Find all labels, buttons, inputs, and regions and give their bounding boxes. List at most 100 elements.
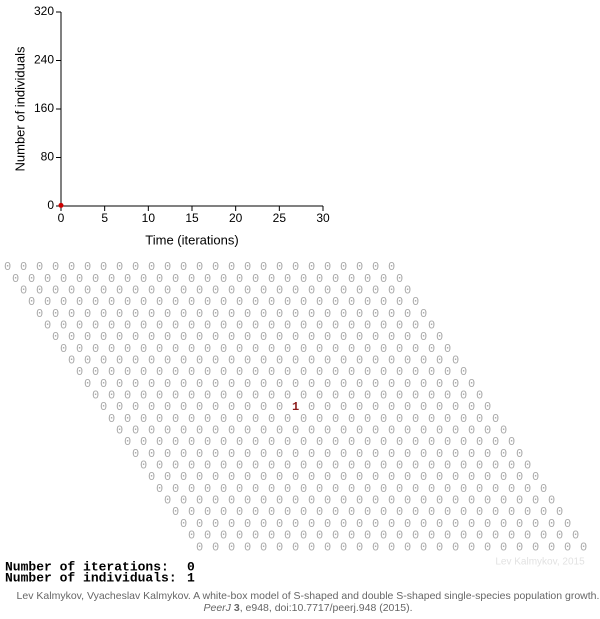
lattice-cell: 0 [324,400,331,414]
lattice-cell: 0 [508,505,515,519]
lattice-cell: 0 [484,470,491,484]
lattice-cell: 0 [356,284,363,298]
lattice-cell: 0 [372,400,379,414]
watermark: Lev Kalmykov, 2015 [495,557,585,568]
lattice-cell: 0 [292,540,299,554]
lattice-cell: 0 [156,365,163,379]
lattice-cell: 0 [468,517,475,531]
lattice-cell: 0 [124,435,131,449]
lattice-cell: 0 [348,459,355,473]
lattice-cell: 0 [364,435,371,449]
lattice-cell: 0 [124,319,131,333]
lattice-cell: 0 [300,272,307,286]
lattice-cell: 0 [324,424,331,438]
lattice-cell: 0 [252,365,259,379]
lattice-cell: 0 [244,307,251,321]
lattice-cell: 0 [356,494,363,508]
lattice-cell: 0 [372,377,379,391]
lattice-cell: 0 [348,295,355,309]
lattice-cell: 0 [420,470,427,484]
lattice-cell: 0 [556,529,563,543]
lattice-cell: 0 [260,400,267,414]
lattice-cell: 0 [372,447,379,461]
lattice-cell: 0 [36,260,43,274]
lattice-cell: 0 [180,330,187,344]
lattice-cell: 0 [124,272,131,286]
lattice-cell: 0 [460,412,467,426]
lattice-cell: 0 [396,319,403,333]
lattice-cell: 0 [292,494,299,508]
lattice-cell: 0 [316,365,323,379]
lattice-cell: 0 [292,307,299,321]
lattice-cell: 0 [220,459,227,473]
lattice-cell: 0 [452,447,459,461]
lattice-cell: 0 [276,377,283,391]
lattice-cell: 0 [236,529,243,543]
lattice-cell: 0 [164,284,171,298]
lattice-cell: 0 [324,470,331,484]
lattice-cell: 0 [332,365,339,379]
lattice-cell: 0 [188,529,195,543]
lattice-cell: 0 [332,412,339,426]
lattice-cell: 0 [300,412,307,426]
lattice-cell: 0 [444,412,451,426]
lattice-cell: 0 [236,435,243,449]
lattice-cell: 0 [236,342,243,356]
lattice-cell: 0 [276,494,283,508]
lattice-cell: 0 [388,424,395,438]
lattice-cell: 0 [196,540,203,554]
lattice-cell: 0 [268,435,275,449]
lattice-cell: 0 [500,540,507,554]
lattice-cell: 0 [412,459,419,473]
lattice-cell: 0 [396,505,403,519]
lattice-cell: 0 [412,529,419,543]
volume: 3 [233,602,240,614]
lattice-cell: 0 [44,272,51,286]
lattice-cell: 0 [540,505,547,519]
lattice-cell: 0 [348,319,355,333]
lattice-cell: 0 [236,505,243,519]
lattice-cell: 0 [388,260,395,274]
lattice-cell: 0 [444,435,451,449]
lattice-cell: 0 [316,272,323,286]
lattice-cell: 0 [452,400,459,414]
lattice-cell: 0 [148,354,155,368]
lattice-cell: 0 [276,307,283,321]
lattice-cell: 0 [252,342,259,356]
lattice-cell: 0 [268,482,275,496]
lattice-cell: 0 [388,330,395,344]
lattice-cell: 0 [76,295,83,309]
lattice-cell: 0 [108,389,115,403]
lattice-cell: 0 [380,319,387,333]
lattice-cell: 0 [52,330,59,344]
lattice-cell: 0 [404,494,411,508]
lattice-cell: 0 [100,330,107,344]
lattice-cell: 0 [420,540,427,554]
lattice-cell: 0 [284,435,291,449]
lattice-cell: 0 [236,365,243,379]
lattice-cell: 0 [60,295,67,309]
x-tick-label: 15 [185,211,199,225]
lattice-cell: 0 [492,412,499,426]
lattice-cell: 0 [84,284,91,298]
lattice-cell: 0 [492,459,499,473]
lattice-cell: 0 [84,260,91,274]
lattice-cell: 0 [484,424,491,438]
lattice-cell: 0 [404,330,411,344]
lattice-cell: 0 [412,342,419,356]
lattice-cell: 0 [204,389,211,403]
lattice-cell: 0 [364,505,371,519]
lattice-cell: 0 [140,342,147,356]
lattice-cell: 0 [84,354,91,368]
lattice-cell: 0 [204,482,211,496]
lattice-cell: 0 [468,424,475,438]
lattice-cell: 0 [380,365,387,379]
lattice-cell: 0 [308,284,315,298]
lattice-cell: 0 [388,470,395,484]
lattice-cell: 0 [108,295,115,309]
lattice-cell: 0 [92,389,99,403]
lattice-cell: 0 [156,389,163,403]
lattice-cell: 0 [452,470,459,484]
lattice-cell: 0 [452,494,459,508]
